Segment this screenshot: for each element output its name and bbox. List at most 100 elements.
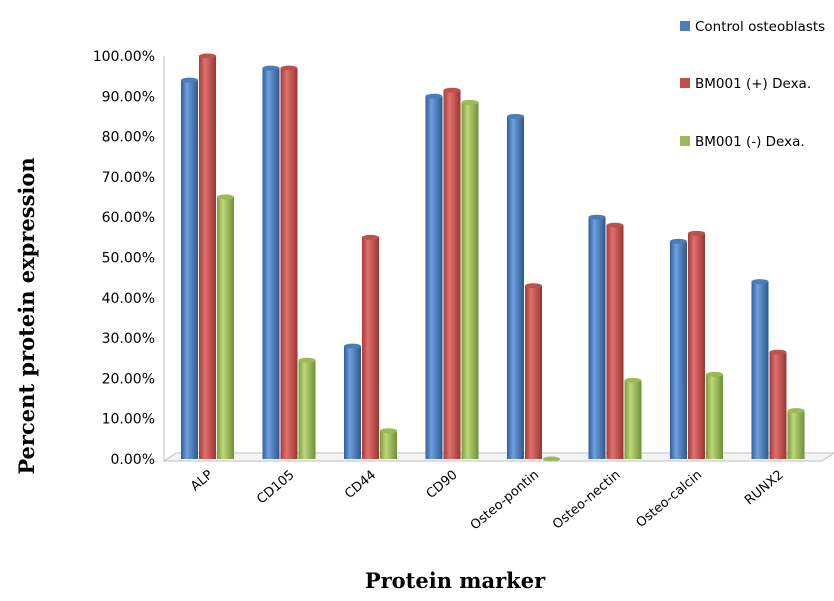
bar-cap [262, 65, 280, 71]
bar-cap [525, 283, 542, 289]
bar-cap [787, 408, 805, 414]
bar [525, 283, 542, 459]
legend-swatch [680, 21, 690, 31]
legend-label: BM001 (-) Dexa. [695, 134, 805, 150]
x-tick-label: CD105 [254, 468, 297, 508]
x-tick-label: RUNX2 [742, 468, 786, 509]
bar-cap [461, 99, 479, 105]
bar [262, 65, 280, 459]
bar-body [670, 241, 687, 459]
bar-cap [688, 230, 705, 236]
bar [380, 428, 397, 459]
bar-body [380, 430, 397, 459]
x-tick-label: Osteo-calcin [634, 468, 705, 531]
y-tick-label: 70.00% [102, 170, 155, 186]
bar-cap [588, 214, 606, 220]
bar-body [525, 285, 542, 459]
bar [670, 238, 687, 459]
y-axis-title: Percent protein expression [14, 157, 39, 474]
bar-body [217, 197, 234, 460]
y-tick-label: 30.00% [102, 331, 155, 347]
bar [688, 230, 705, 459]
bar [543, 456, 560, 462]
legend: Control osteoblasts BM001 (+) Dexa. BM001 … [680, 19, 825, 150]
bar [461, 99, 479, 459]
y-tick-label: 100.00% [93, 49, 155, 65]
bar-cap [507, 113, 524, 119]
bar [181, 77, 198, 460]
bar-cap [217, 194, 234, 200]
y-tick-label: 40.00% [102, 291, 155, 307]
bar-cap [624, 377, 642, 383]
bar [706, 371, 723, 459]
bar [751, 279, 769, 459]
floor-plane [162, 452, 834, 462]
y-tick-labels: 0.00% 10.00% 20.00% 30.00% 40.00% 50.00% 60.00… [93, 49, 155, 468]
y-tick-label: 0.00% [111, 452, 155, 468]
bar-body [181, 80, 198, 460]
bar-body [461, 102, 479, 459]
bar-cap [443, 87, 461, 93]
bar-cap [362, 234, 379, 240]
bar-body [769, 352, 787, 459]
bar [425, 93, 443, 460]
bar [588, 214, 606, 459]
bar-body [298, 360, 316, 459]
x-tick-label: ALP [188, 467, 216, 494]
bar [298, 357, 316, 459]
x-tick-label: CD90 [424, 468, 461, 502]
bar [199, 53, 216, 459]
bar-body [443, 90, 461, 459]
legend-label: BM001 (+) Dexa. [695, 76, 811, 92]
y-tick-label: 50.00% [102, 251, 155, 267]
bar [606, 222, 624, 459]
x-tick-label: Osteo-pontin [468, 468, 542, 534]
bar-body [425, 96, 443, 460]
bar-body [606, 225, 624, 459]
bar-body [280, 68, 298, 459]
bar-cap [751, 279, 769, 285]
bar-cap [543, 456, 560, 462]
bar-body [199, 56, 216, 459]
bar-body [344, 346, 361, 459]
x-tick-labels: ALP CD105 CD44 CD90 Osteo-pontin Osteo-nectin… [188, 467, 787, 533]
bar [624, 377, 642, 459]
bar-cap [298, 357, 316, 363]
bar [787, 408, 805, 459]
bar [769, 349, 787, 459]
axis-layer [162, 56, 834, 462]
bar-body [706, 374, 723, 459]
bar-cap [769, 349, 787, 355]
y-tick-label: 80.00% [102, 130, 155, 146]
bar-body [362, 237, 379, 459]
bars [181, 53, 805, 462]
legend-swatch [680, 136, 690, 146]
bar-body [262, 68, 280, 459]
bar-body [588, 217, 606, 459]
bar-body [688, 233, 705, 459]
x-axis-title: Protein marker [365, 568, 546, 593]
bar-cap [380, 428, 397, 434]
bar [507, 113, 524, 459]
bar-cap [181, 77, 198, 83]
y-tick-label: 90.00% [102, 89, 155, 105]
legend-swatch [680, 78, 690, 88]
y-tick-label: 10.00% [102, 412, 155, 428]
bar [217, 194, 234, 460]
bar-cap [344, 343, 361, 349]
bar-body [624, 380, 642, 459]
bar-cap [670, 238, 687, 244]
bar-cap [425, 93, 443, 99]
bar-body [507, 116, 524, 459]
bar-cap [606, 222, 624, 228]
bar-cap [280, 65, 298, 71]
bar [280, 65, 298, 459]
x-tick-label: Osteo-nectin [550, 468, 623, 533]
bar [443, 87, 461, 459]
x-tick-label: CD44 [342, 468, 379, 502]
bar-body [787, 410, 805, 459]
bar-cap [199, 53, 216, 59]
bar [344, 343, 361, 459]
y-tick-label: 60.00% [102, 210, 155, 226]
